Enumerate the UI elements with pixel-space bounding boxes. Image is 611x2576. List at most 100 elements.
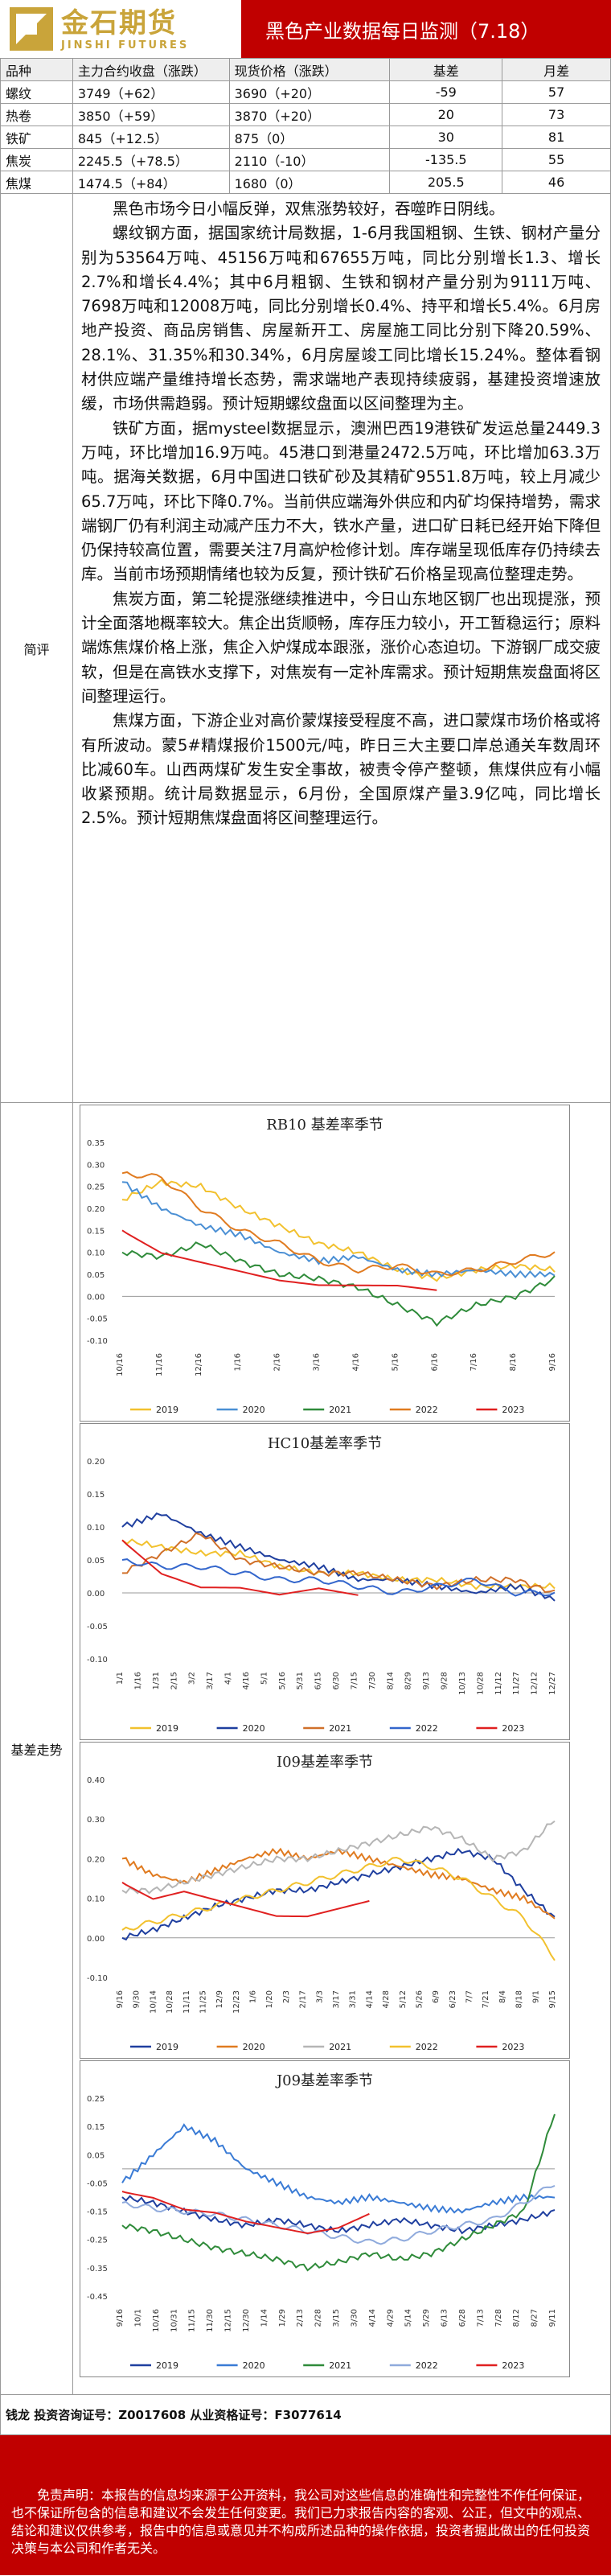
x-tick-label: 9/1	[531, 1990, 540, 2003]
x-tick-label: 6/30	[332, 1672, 341, 1689]
review-paragraph: 铁矿方面，据mysteel数据显示，澳洲巴西19港铁矿发运总量2449.3万吨，…	[81, 418, 601, 584]
table-row: 焦炭 2245.5（+78.5） 2110（-10） -135.5 55	[0, 148, 611, 171]
x-tick-label: 7/16	[470, 1353, 478, 1371]
legend-label: 2023	[502, 2042, 524, 2052]
x-tick-label: 11/25	[199, 1990, 207, 2014]
table-cell: 1680（0）	[228, 171, 391, 194]
header-cell: 现货价格（涨跌）	[228, 58, 391, 81]
series-line	[121, 1229, 437, 1291]
table-cell: -59	[389, 80, 503, 104]
series-line	[121, 1171, 556, 1277]
x-tick-label: 10/28	[476, 1672, 485, 1695]
x-tick-label: 2/16	[273, 1353, 282, 1371]
series-line	[121, 1179, 556, 1282]
x-tick-label: 7/28	[494, 2309, 503, 2327]
x-tick-label: 3/15	[332, 2309, 341, 2327]
y-tick-label: -0.05	[87, 1315, 108, 1324]
header-cell: 基差	[389, 58, 503, 81]
y-tick-label: 0.15	[87, 1227, 105, 1236]
x-tick-label: 10/1	[133, 2309, 142, 2327]
x-tick-label: 3/2	[188, 1672, 197, 1685]
x-tick-label: 12/23	[232, 1990, 241, 2014]
review-text: 黑色市场今日小幅反弹，双焦涨势较好，吞噬昨日阴线。 螺纹钢方面，据国家统计局数据…	[73, 194, 610, 1102]
x-tick-label: 11/30	[206, 2309, 215, 2332]
legend-label: 2021	[329, 1723, 351, 1734]
y-tick-label: 0.25	[87, 1183, 105, 1192]
chart-title: RB10 基差率季节	[266, 1117, 383, 1134]
x-tick-label: 5/29	[422, 2309, 431, 2327]
x-tick-label: 2/15	[170, 1672, 178, 1689]
x-tick-label: 7/15	[350, 1672, 359, 1689]
legend-label: 2023	[502, 1723, 524, 1734]
x-tick-label: 6/28	[458, 2309, 467, 2327]
table-cell: 热卷	[0, 103, 73, 126]
table-cell: 3690（+20）	[228, 80, 391, 104]
chart-rb10: RB10 基差率季节 -0.10 -0.05 0.00 0.05 0.10 0.15 0.20…	[80, 1105, 570, 1422]
y-tick-label: 0.05	[87, 2151, 105, 2160]
y-tick-label: 0.40	[87, 1776, 105, 1785]
table-cell: 205.5	[389, 171, 503, 194]
page-title: 黑色产业数据每日监测（7.18）	[241, 0, 611, 58]
review-paragraph: 螺纹钢方面，据国家统计局数据，1-6月我国粗钢、生铁、钢材产量分别为53564万…	[81, 224, 601, 414]
x-tick-label: 4/16	[242, 1672, 251, 1689]
y-tick-label: 0.00	[87, 1935, 105, 1944]
series-line	[121, 2123, 556, 2214]
legend-label: 2019	[156, 1405, 178, 1415]
table-cell: 20	[389, 103, 503, 126]
logo-text-en: JINSHI FUTURES	[61, 39, 190, 51]
x-tick-label: 8/29	[404, 1672, 413, 1689]
table-row: 热卷 3850（+59） 3870（+20） 20 73	[0, 103, 611, 126]
x-tick-label: 3/16	[313, 1353, 322, 1371]
legend-label: 2021	[329, 2042, 351, 2052]
header-cell: 主力合约收盘（涨跌）	[72, 58, 230, 81]
legend-label: 2020	[243, 1723, 265, 1734]
x-tick-label: 10/16	[152, 2309, 161, 2332]
x-tick-label: 8/12	[512, 2309, 521, 2327]
x-tick-label: 8/4	[498, 1990, 507, 2003]
series-line	[121, 1512, 556, 1602]
x-tick-label: 10/14	[149, 1990, 158, 2014]
x-tick-label: 1/31	[152, 1672, 161, 1689]
x-tick-label: 5/26	[415, 1990, 424, 2008]
legend-label: 2022	[416, 2042, 438, 2052]
x-tick-label: 5/1	[260, 1672, 269, 1685]
legend-label: 2022	[416, 1723, 438, 1734]
table-cell: 81	[502, 126, 611, 149]
series-line	[121, 1847, 556, 1941]
x-tick-label: 1/6	[249, 1990, 258, 2003]
review-section: 简评 黑色市场今日小幅反弹，双焦涨势较好，吞噬昨日阴线。 螺纹钢方面，据国家统计…	[0, 194, 611, 1103]
table-cell: 2245.5（+78.5）	[72, 148, 230, 171]
y-tick-label: 0.15	[87, 2123, 105, 2132]
x-tick-label: 11/27	[512, 1672, 521, 1695]
x-tick-label: 7/13	[476, 2309, 485, 2327]
disclaimer: 免责声明：本报告的信息均来源于公开资料，我公司对这些信息的准确性和完整性不作任何…	[0, 2435, 611, 2575]
header-cell: 品种	[0, 58, 73, 81]
legend-label: 2020	[243, 1405, 265, 1415]
x-tick-label: 11/12	[494, 1672, 503, 1695]
legend-label: 2020	[243, 2042, 265, 2052]
basis-label: 基差走势	[1, 1103, 73, 2394]
x-tick-label: 4/14	[368, 2309, 377, 2327]
review-label: 简评	[1, 194, 73, 1102]
y-tick-label: 0.15	[87, 1491, 105, 1500]
x-tick-label: 10/31	[170, 2309, 178, 2332]
x-tick-label: 4/14	[365, 1990, 374, 2008]
legend-label: 2019	[156, 2360, 178, 2371]
x-tick-label: 5/12	[399, 1990, 408, 2008]
y-tick-label: -0.45	[87, 2293, 108, 2302]
x-tick-label: 5/14	[404, 2309, 413, 2327]
logo: 金石期货 JINSHI FUTURES	[0, 0, 241, 58]
chart-title: J09基差率季节	[275, 2072, 373, 2089]
legend-label: 2023	[502, 2360, 524, 2371]
x-tick-label: 3/17	[332, 1990, 341, 2008]
x-tick-label: 1/20	[265, 1990, 274, 2008]
x-tick-label: 4/16	[351, 1353, 360, 1371]
legend-label: 2022	[416, 1405, 438, 1415]
x-tick-label: 3/31	[349, 1990, 358, 2008]
price-table-header: 品种 主力合约收盘（涨跌） 现货价格（涨跌） 基差 月差	[0, 58, 611, 81]
chart-title: HC10基差率季节	[268, 1435, 382, 1452]
x-tick-label: 10/13	[458, 1672, 467, 1695]
legend-label: 2023	[502, 1405, 524, 1415]
x-tick-label: 6/16	[430, 1353, 439, 1371]
table-cell: 3749（+62）	[72, 80, 230, 104]
